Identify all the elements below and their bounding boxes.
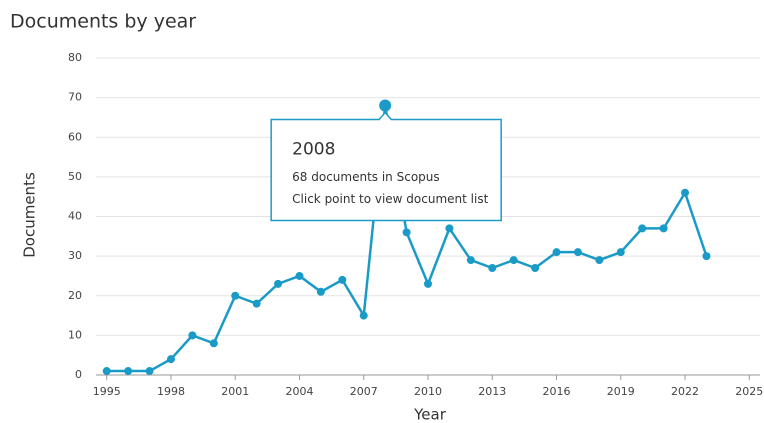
y-tick-label: 60 <box>68 130 82 143</box>
point[interactable] <box>295 271 304 280</box>
tooltip: 2008 68 documents in Scopus Click point to… <box>270 111 502 222</box>
point[interactable] <box>466 256 475 265</box>
x-tick-label: 2007 <box>350 385 378 398</box>
point[interactable] <box>616 248 625 257</box>
point[interactable] <box>359 311 368 320</box>
point[interactable] <box>166 355 175 364</box>
y-tick-label: 50 <box>68 170 82 183</box>
point[interactable] <box>209 339 218 348</box>
point[interactable] <box>424 279 432 288</box>
point[interactable] <box>488 264 497 273</box>
x-tick-label: 2022 <box>671 385 699 398</box>
point[interactable] <box>531 264 540 273</box>
point[interactable] <box>659 224 668 233</box>
point[interactable] <box>252 299 261 308</box>
y-tick-label: 80 <box>68 51 82 64</box>
y-tick-label: 0 <box>75 368 82 381</box>
point[interactable] <box>102 367 111 376</box>
point[interactable] <box>379 99 392 112</box>
point[interactable] <box>338 275 347 284</box>
point[interactable] <box>552 248 561 257</box>
tooltip-box <box>270 111 502 222</box>
x-tick-label: 2001 <box>221 385 249 398</box>
point[interactable] <box>638 224 647 233</box>
x-axis-label: Year <box>413 406 447 423</box>
tooltip-line: 68 documents in Scopus <box>292 170 439 184</box>
x-tick-label: 2019 <box>607 385 635 398</box>
y-tick-label: 70 <box>68 91 82 104</box>
point[interactable] <box>188 331 197 340</box>
x-tick-label: 1995 <box>93 385 121 398</box>
point[interactable] <box>445 224 454 233</box>
chart-title: Documents by year <box>10 11 196 33</box>
x-tick-label: 2010 <box>414 385 442 398</box>
point[interactable] <box>124 367 133 376</box>
point[interactable] <box>316 287 325 296</box>
point[interactable] <box>573 248 582 257</box>
tooltip-title: 2008 <box>292 140 335 160</box>
x-tick-label: 2025 <box>735 385 763 398</box>
point[interactable] <box>274 279 283 288</box>
x-tick-label: 1998 <box>157 385 185 398</box>
point[interactable] <box>702 252 711 261</box>
point[interactable] <box>509 256 518 265</box>
y-axis-label: Documents <box>21 172 39 258</box>
x-tick-label: 2004 <box>285 385 313 398</box>
y-tick-label: 30 <box>68 249 82 262</box>
point[interactable] <box>681 188 690 197</box>
x-tick-label: 2016 <box>543 385 571 398</box>
y-tick-label: 40 <box>68 210 82 223</box>
point[interactable] <box>145 367 154 376</box>
y-tick-label: 20 <box>68 289 82 302</box>
point[interactable] <box>595 256 604 265</box>
y-tick-label: 10 <box>68 328 82 341</box>
point[interactable] <box>231 291 240 300</box>
tooltip-line: Click point to view document list <box>292 192 488 206</box>
x-tick-label: 2013 <box>478 385 506 398</box>
point[interactable] <box>402 228 411 237</box>
